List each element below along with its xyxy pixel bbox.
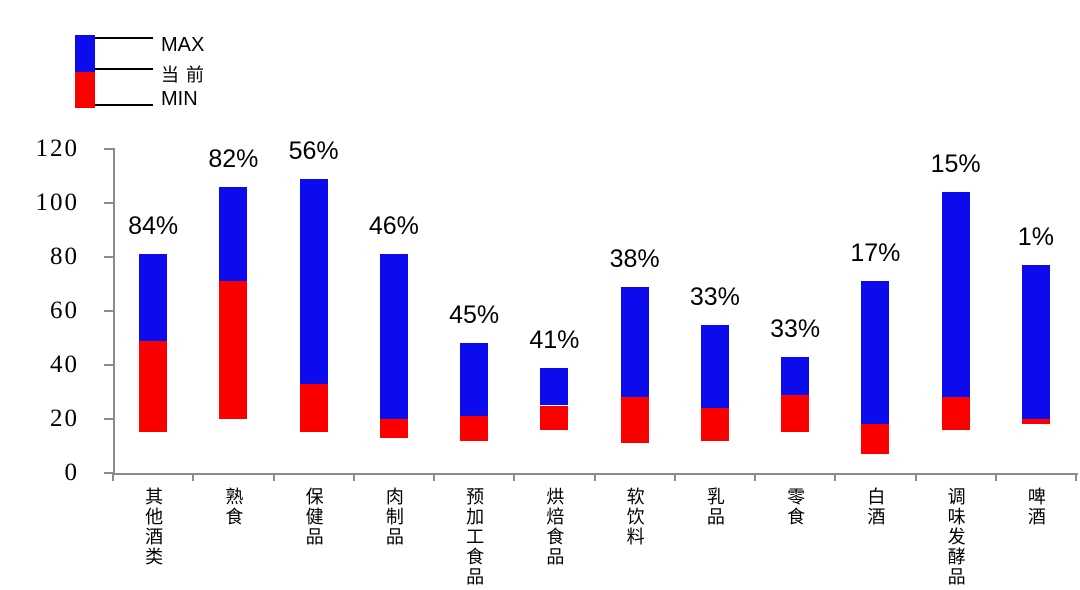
x-axis-tick	[994, 473, 997, 481]
y-axis-tick-label: 80	[50, 243, 79, 270]
x-axis-category-label: 零食	[785, 487, 806, 527]
bar-segment-max	[1021, 265, 1050, 419]
bar-segment-max	[299, 178, 328, 384]
x-axis-category-label: 乳品	[704, 487, 725, 527]
bar-percentage-label: 41%	[529, 325, 580, 354]
x-axis-tick	[1075, 473, 1077, 481]
x-axis-tick	[834, 473, 837, 481]
bar-segment-min	[379, 419, 408, 438]
bar-percentage-label: 46%	[368, 212, 419, 241]
y-axis-tick-label: 20	[50, 405, 79, 432]
legend-min-label: MIN	[161, 88, 198, 110]
bar-segment-min	[460, 416, 489, 441]
y-axis-tick-label: 60	[50, 297, 79, 324]
y-axis-tick	[104, 256, 113, 258]
bar-percentage-label: 17%	[850, 239, 901, 268]
x-axis-tick	[754, 473, 756, 481]
x-axis-category-label: 调味发酵品	[945, 487, 966, 587]
x-axis-category-label: 白酒	[865, 487, 886, 527]
bar-segment-max	[219, 186, 248, 282]
y-axis-tick	[104, 364, 113, 366]
legend-current-label: 当前	[161, 65, 211, 85]
x-axis-category-label: 啤酒	[1025, 487, 1046, 527]
bar-percentage-label: 45%	[449, 301, 500, 330]
x-axis-tick	[673, 473, 676, 481]
bar-segment-max	[700, 324, 729, 409]
legend-max-swatch	[75, 35, 95, 72]
bar-segment-max	[620, 286, 649, 398]
x-axis-tick	[272, 473, 275, 481]
y-axis-tick	[104, 202, 113, 204]
bar-segment-max	[540, 367, 569, 406]
x-axis-category-label: 保健品	[303, 487, 324, 547]
bar-segment-max	[861, 281, 890, 425]
y-axis-tick-label: 0	[64, 459, 79, 486]
y-axis-tick	[104, 310, 113, 312]
y-axis-tick-label: 100	[35, 189, 79, 216]
bar-segment-min	[1021, 419, 1050, 425]
y-axis-tick	[104, 472, 113, 474]
bar-segment-min	[941, 397, 970, 430]
x-axis-tick	[433, 473, 435, 481]
bar-percentage-label: 1%	[1017, 223, 1054, 252]
x-axis-tick	[352, 473, 355, 481]
x-axis-tick	[914, 473, 917, 481]
bar-segment-min	[861, 424, 890, 455]
bar-segment-min	[219, 281, 248, 419]
bar-segment-max	[379, 254, 408, 419]
bar-segment-max	[781, 356, 810, 395]
x-axis-category-label: 熟食	[223, 487, 244, 527]
x-axis-tick	[593, 473, 596, 481]
legend-min-swatch	[75, 72, 95, 108]
x-axis-tick	[513, 473, 516, 481]
x-axis-category-label: 烘焙食品	[544, 487, 565, 567]
legend-max-label: MAX	[161, 34, 205, 56]
legend-current-connector-line	[95, 68, 153, 70]
x-axis-category-label: 预加工食品	[464, 487, 485, 587]
x-axis-line	[113, 473, 1078, 475]
y-axis-tick	[104, 418, 113, 420]
x-axis-category-label: 肉制品	[383, 487, 404, 547]
y-axis-tick-label: 40	[50, 351, 79, 378]
bar-segment-min	[620, 397, 649, 444]
x-axis-tick	[112, 473, 114, 481]
bar-segment-max	[460, 343, 489, 417]
x-axis-category-label: 软饮料	[624, 487, 645, 547]
bar-segment-max	[139, 254, 168, 341]
bar-percentage-label: 38%	[609, 244, 660, 273]
bar-segment-min	[540, 405, 569, 430]
bar-percentage-label: 56%	[288, 136, 339, 165]
bar-percentage-label: 84%	[128, 212, 179, 241]
y-axis-tick-label: 120	[35, 135, 79, 162]
y-axis-line	[113, 148, 115, 475]
bar-segment-min	[781, 394, 810, 433]
bar-segment-min	[139, 340, 168, 433]
legend-max-connector-line	[95, 37, 153, 39]
bar-segment-min	[299, 383, 328, 433]
legend-min-connector-line	[95, 104, 153, 106]
y-axis-tick	[104, 148, 113, 150]
bar-percentage-label: 33%	[689, 282, 740, 311]
bar-percentage-label: 15%	[930, 150, 981, 179]
bar-percentage-label: 82%	[208, 144, 259, 173]
bar-segment-max	[941, 192, 970, 398]
bar-segment-min	[700, 408, 729, 441]
x-axis-category-label: 其他酒类	[143, 487, 164, 567]
chart-legend: MAX 当前 MIN	[0, 0, 280, 130]
bar-percentage-label: 33%	[770, 314, 821, 343]
x-axis-tick	[192, 473, 195, 481]
